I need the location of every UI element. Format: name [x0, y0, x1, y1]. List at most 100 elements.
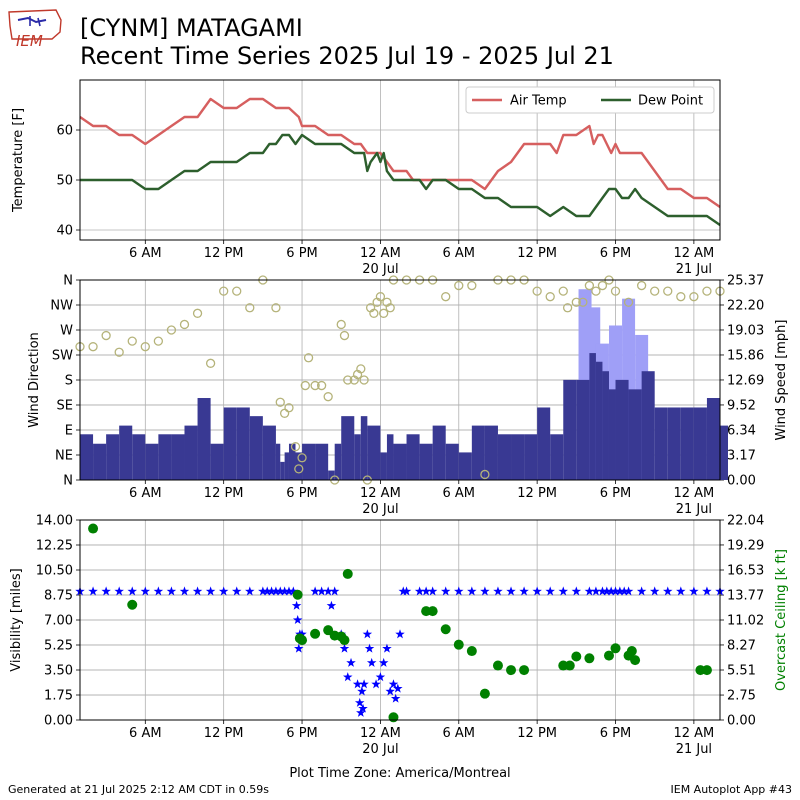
visibility-marker — [506, 586, 516, 596]
wind-direction-marker — [316, 380, 327, 391]
wind-direction-marker — [232, 286, 242, 296]
visibility-marker — [310, 586, 320, 596]
wind-direction-marker — [441, 292, 451, 302]
wind-speed-bar — [341, 416, 355, 480]
legend-box — [465, 86, 715, 114]
ceiling-marker — [342, 568, 353, 579]
wind-speed-bar — [171, 434, 185, 480]
visibility-marker — [101, 586, 111, 596]
wind-direction-marker — [336, 319, 346, 330]
x-tick-label: 12 PM — [517, 726, 557, 741]
wind-speed-bar — [93, 443, 107, 480]
ceiling-marker — [440, 624, 451, 635]
wind-direction-marker — [179, 319, 190, 330]
visibility-marker — [493, 586, 503, 596]
visibility-marker — [258, 586, 268, 596]
ceiling-marker — [453, 639, 464, 650]
visibility-marker — [354, 697, 365, 707]
wind-speed-bar — [119, 425, 133, 480]
wind-speed-bar — [602, 371, 609, 480]
visibility-marker — [602, 586, 612, 596]
visibility-marker — [218, 586, 229, 596]
wind-direction-marker — [591, 286, 601, 296]
x-tick-date-label: 21 Jul — [676, 742, 712, 757]
ceiling-marker — [610, 643, 621, 654]
wind-speed-bar — [288, 443, 296, 480]
y-right-tick-label: 13.77 — [727, 589, 764, 604]
wind-direction-marker — [275, 397, 285, 407]
visibility-marker — [231, 586, 242, 596]
x-tick-date-label: 21 Jul — [676, 502, 712, 517]
visibility-marker — [140, 586, 151, 596]
visibility-marker — [390, 693, 401, 703]
visibility-marker — [558, 586, 569, 596]
x-tick-date-label: 20 Jul — [362, 502, 398, 517]
y-right-tick-label: 0.00 — [727, 474, 756, 489]
x-tick-label: 6 AM — [443, 246, 476, 261]
visibility-marker — [166, 586, 177, 596]
wind-direction-marker — [294, 464, 304, 474]
wind-speed-bar — [393, 443, 407, 480]
visibility-marker — [88, 586, 98, 596]
visibility-marker — [393, 683, 403, 693]
visibility-marker — [329, 586, 340, 596]
series-line-dew-point — [80, 133, 721, 226]
wind-direction-marker — [545, 292, 555, 302]
x-tick-label: 12 AM — [360, 726, 401, 741]
x-tick-label: 12 AM — [360, 486, 401, 501]
y-right-tick-label: 19.29 — [727, 538, 764, 553]
ceiling-marker — [492, 660, 503, 671]
y-right-tick-label: 16.53 — [727, 564, 764, 579]
visibility-marker — [371, 679, 381, 689]
y-tick-label: N — [63, 474, 73, 489]
wind-direction-marker — [166, 325, 177, 335]
iem-logo: IEM — [6, 6, 64, 50]
y-right-tick-label: 22.04 — [727, 514, 764, 529]
wind-speed-bar — [641, 371, 655, 480]
visibility-marker — [362, 629, 373, 639]
wind-speed-bar — [720, 425, 728, 480]
wind-direction-marker — [480, 469, 490, 480]
wind-speed-bar — [262, 425, 276, 480]
wind-speed-bar — [223, 407, 237, 480]
x-tick-label: 12 AM — [360, 246, 401, 261]
panel-frame — [79, 519, 721, 721]
ceiling-marker — [584, 653, 595, 664]
wind-speed-bar — [608, 389, 616, 480]
y-tick-label: 60 — [56, 124, 73, 139]
wind-direction-marker — [300, 380, 310, 391]
ceiling-marker — [466, 646, 477, 657]
x-tick-label: 6 PM — [600, 486, 631, 501]
visibility-marker — [689, 586, 699, 596]
wind-speed-bar — [471, 425, 485, 480]
wind-direction-marker — [454, 280, 464, 291]
visibility-marker — [584, 586, 595, 596]
wind-speed-bar — [210, 443, 224, 480]
ceiling-marker — [297, 635, 308, 646]
visibility-marker — [357, 686, 367, 696]
wind-speed-bar — [132, 434, 146, 480]
x-tick-label: 12 AM — [673, 246, 714, 261]
y-right-tick-label: 3.17 — [727, 449, 756, 464]
wind-direction-marker — [356, 364, 366, 374]
x-tick-label: 6 AM — [129, 726, 162, 741]
y-right-tick-label: 8.27 — [727, 638, 756, 653]
wind-direction-marker — [562, 303, 573, 313]
y-tick-label: 40 — [56, 224, 73, 239]
visibility-marker — [571, 586, 582, 596]
wind-speed-bar — [145, 443, 159, 480]
y-tick-label: SW — [52, 349, 73, 364]
visibility-marker — [623, 586, 634, 596]
wind-direction-marker — [636, 280, 647, 291]
legend-label-air-temp: Air Temp — [510, 94, 567, 109]
visibility-marker — [591, 586, 601, 596]
y-tick-label: 10.50 — [36, 564, 73, 579]
x-tick-label: 6 PM — [600, 246, 631, 261]
wind-speed-bar — [589, 353, 596, 480]
visibility-marker — [427, 586, 438, 596]
chart-subtitle: Recent Time Series 2025 Jul 19 - 2025 Ju… — [80, 42, 614, 70]
visibility-marker — [454, 586, 464, 596]
y-right-tick-label: 22.20 — [727, 298, 764, 313]
wind-speed-bar — [334, 443, 342, 480]
